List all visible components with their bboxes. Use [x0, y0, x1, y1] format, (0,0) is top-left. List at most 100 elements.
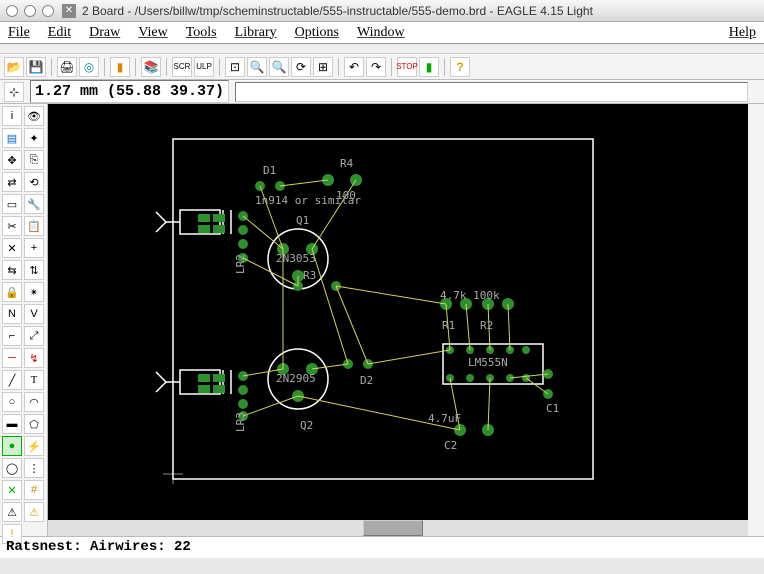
ripup-tool[interactable]: ↯	[24, 348, 44, 368]
hole-tool[interactable]: ◯	[2, 458, 22, 478]
save-button[interactable]: 💾	[26, 57, 46, 77]
status-text: Ratsnest: Airwires: 22	[6, 539, 191, 555]
zoom-out-button[interactable]: 🔍	[269, 57, 289, 77]
copy-tool[interactable]: ⎘	[24, 150, 44, 170]
move-tool[interactable]: ✥	[2, 150, 22, 170]
u1-label: LM555N	[468, 356, 508, 369]
menu-window[interactable]: Window	[357, 25, 405, 41]
undo-button[interactable]: ↶	[344, 57, 364, 77]
miter-tool[interactable]: ⌐	[2, 326, 22, 346]
r1-label: R1	[442, 319, 455, 332]
app-icon: ✕	[62, 4, 76, 18]
zoom-fit-button[interactable]: ⊡	[225, 57, 245, 77]
add-tool[interactable]: +	[24, 238, 44, 258]
zoom-select-button[interactable]: ⊞	[313, 57, 333, 77]
lock-tool[interactable]: 🔒	[2, 282, 22, 302]
d2-label: D2	[360, 374, 373, 387]
menu-file[interactable]: File	[8, 25, 30, 41]
attribute-tool[interactable]: ⋮	[24, 458, 44, 478]
vertical-scrollbar[interactable]	[748, 104, 764, 520]
menu-library[interactable]: Library	[235, 25, 277, 41]
pinswap-tool[interactable]: ⇆	[2, 260, 22, 280]
close-window-button[interactable]	[6, 5, 18, 17]
grid-origin-icon[interactable]: ⊹	[4, 82, 24, 102]
circle-tool[interactable]: ○	[2, 392, 22, 412]
r4-value: 100	[336, 189, 356, 202]
print-button[interactable]: 🖨	[57, 57, 77, 77]
titlebar: ✕ 2 Board - /Users/billw/tmp/scheminstru…	[0, 0, 764, 22]
mirror-tool[interactable]: ⇄	[2, 172, 22, 192]
lr3-label: LR3	[234, 412, 247, 432]
delete-tool[interactable]: ✕	[2, 238, 22, 258]
r1r2-value: 4.7k 100k	[440, 289, 500, 302]
board-canvas[interactable]: D1 1n914 or similar R4 100 Q1 2N3053 R3 …	[48, 104, 764, 520]
cam-button[interactable]: ◎	[79, 57, 99, 77]
coordinates-display: 1.27 mm (55.88 39.37)	[30, 80, 229, 103]
value-tool[interactable]: V	[24, 304, 44, 324]
paste-tool[interactable]: 📋	[24, 216, 44, 236]
menu-help[interactable]: Help	[729, 25, 756, 41]
menu-tools[interactable]: Tools	[186, 25, 217, 41]
name-tool[interactable]: N	[2, 304, 22, 324]
erc-tool[interactable]: ⚠	[2, 502, 22, 522]
mark-tool[interactable]: ✦	[24, 128, 44, 148]
polygon-tool[interactable]: ⬠	[24, 414, 44, 434]
ratsnest-tool[interactable]: ✕	[2, 480, 22, 500]
rotate-tool[interactable]: ⟲	[24, 172, 44, 192]
r3-label: R3	[303, 269, 316, 282]
c2-label: C2	[444, 439, 457, 452]
library-button[interactable]: 📚	[141, 57, 161, 77]
q2-value: 2N2905	[276, 372, 316, 385]
zoom-window-button[interactable]	[42, 5, 54, 17]
open-button[interactable]: 📂	[4, 57, 24, 77]
window-controls	[6, 5, 54, 17]
go-button[interactable]: ▮	[419, 57, 439, 77]
minimize-window-button[interactable]	[24, 5, 36, 17]
zoom-redraw-button[interactable]: ⟳	[291, 57, 311, 77]
redo-button[interactable]: ↷	[366, 57, 386, 77]
help-button[interactable]: ?	[450, 57, 470, 77]
auto-tool[interactable]: #	[24, 480, 44, 500]
horizontal-scrollbar[interactable]	[48, 520, 764, 536]
menu-draw[interactable]: Draw	[89, 25, 120, 41]
smash-tool[interactable]: ✴	[24, 282, 44, 302]
zoom-in-button[interactable]: 🔍	[247, 57, 267, 77]
c2-value: 4.7uF	[428, 412, 461, 425]
r4-label: R4	[340, 157, 354, 170]
rect-tool[interactable]: ▬	[2, 414, 22, 434]
menu-view[interactable]: View	[138, 25, 167, 41]
via-tool[interactable]: ●	[2, 436, 22, 456]
wire-tool[interactable]: ╱	[2, 370, 22, 390]
lr2-label: LR2	[234, 254, 247, 274]
script-button[interactable]: SCR	[172, 57, 192, 77]
q1-value: 2N3053	[276, 252, 316, 265]
d1-label: D1	[263, 164, 276, 177]
r2-label: R2	[480, 319, 493, 332]
change-tool[interactable]: 🔧	[24, 194, 44, 214]
split-tool[interactable]: ⤢	[24, 326, 44, 346]
cut-tool[interactable]: ✂	[2, 216, 22, 236]
layers-tool[interactable]: ▤	[2, 128, 22, 148]
group-tool[interactable]: ▭	[2, 194, 22, 214]
window-title: 2 Board - /Users/billw/tmp/scheminstruct…	[82, 4, 593, 18]
q2-label: Q2	[300, 419, 313, 432]
command-input[interactable]	[235, 82, 748, 102]
text-tool[interactable]: T	[24, 370, 44, 390]
menu-edit[interactable]: Edit	[48, 25, 71, 41]
grid-strip	[0, 44, 764, 54]
route-tool[interactable]: ─	[2, 348, 22, 368]
main-toolbar: 📂 💾 🖨 ◎ ▮ 📚 SCR ULP ⊡ 🔍 🔍 ⟳ ⊞ ↶ ↷ STOP ▮…	[0, 54, 764, 80]
info-tool[interactable]: i	[2, 106, 22, 126]
stop-button[interactable]: STOP	[397, 57, 417, 77]
menu-options[interactable]: Options	[295, 25, 339, 41]
replace-tool[interactable]: ⇅	[24, 260, 44, 280]
drc-tool[interactable]: ⚠	[24, 502, 44, 522]
canvas-wrap: D1 1n914 or similar R4 100 Q1 2N3053 R3 …	[48, 104, 764, 536]
coord-row: ⊹ 1.27 mm (55.88 39.37)	[0, 80, 764, 104]
arc-tool[interactable]: ◠	[24, 392, 44, 412]
signal-tool[interactable]: ⚡	[24, 436, 44, 456]
menubar: File Edit Draw View Tools Library Option…	[0, 22, 764, 44]
show-tool[interactable]: 👁	[24, 106, 44, 126]
ulp-button[interactable]: ULP	[194, 57, 214, 77]
board-schematic-button[interactable]: ▮	[110, 57, 130, 77]
